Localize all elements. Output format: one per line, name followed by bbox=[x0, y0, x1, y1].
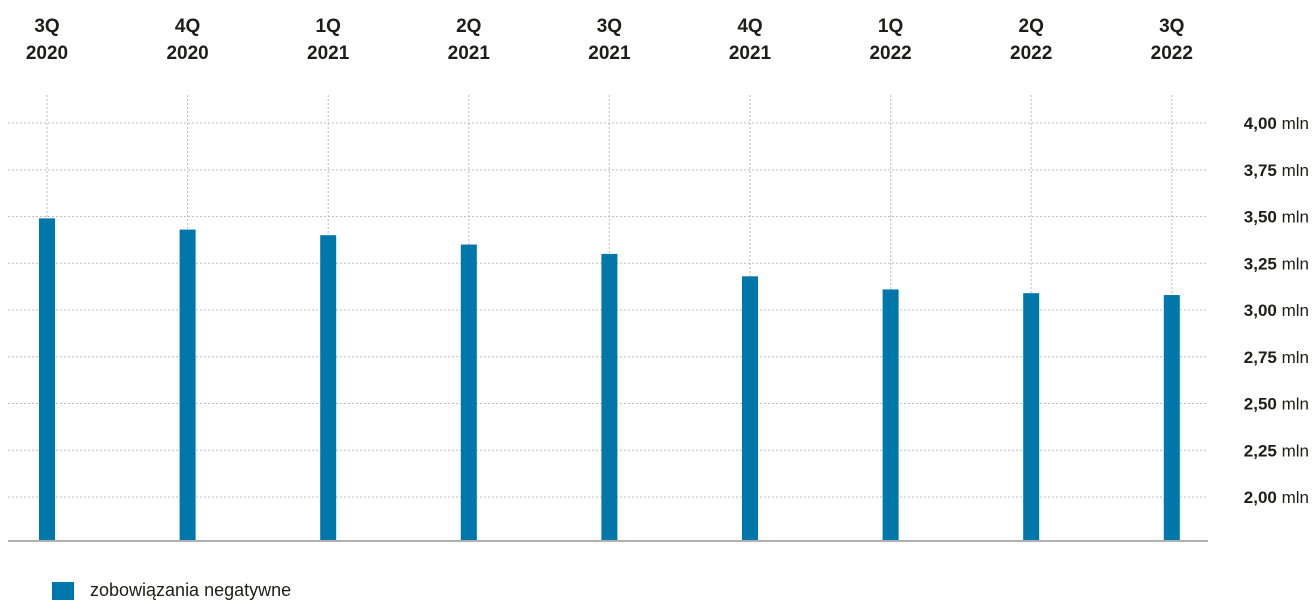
bar bbox=[1163, 295, 1180, 541]
category-label-quarter: 1Q bbox=[316, 16, 341, 37]
bar bbox=[601, 253, 618, 541]
y-tick-unit: mln bbox=[1277, 114, 1309, 133]
y-tick-unit: mln bbox=[1277, 208, 1309, 227]
y-tick-label: 4,00 mln bbox=[1244, 114, 1309, 133]
y-tick-value: 2,00 bbox=[1244, 488, 1277, 507]
bars bbox=[39, 218, 1180, 542]
category-label-quarter: 2Q bbox=[1019, 16, 1044, 37]
y-tick-unit: mln bbox=[1277, 348, 1309, 367]
bar bbox=[39, 218, 55, 541]
y-tick-label: 3,50 mln bbox=[1244, 208, 1309, 227]
y-tick-unit: mln bbox=[1277, 161, 1309, 180]
y-tick-label: 3,75 mln bbox=[1244, 161, 1309, 180]
y-tick-value: 2,25 bbox=[1244, 441, 1277, 460]
y-tick-label: 3,00 mln bbox=[1244, 301, 1309, 320]
category-label-quarter: 3Q bbox=[597, 16, 622, 37]
category-label-quarter: 2Q bbox=[456, 16, 481, 37]
y-tick-value: 3,00 bbox=[1244, 301, 1277, 320]
legend-label: zobowiązania negatywne bbox=[90, 580, 292, 600]
category-label-year: 2022 bbox=[869, 43, 911, 64]
category-label-year: 2020 bbox=[166, 43, 208, 64]
y-tick-label: 2,25 mln bbox=[1244, 441, 1309, 460]
y-tick-value: 2,50 bbox=[1244, 395, 1277, 414]
y-tick-unit: mln bbox=[1277, 488, 1309, 507]
y-tick-value: 3,50 bbox=[1244, 208, 1277, 227]
category-label-year: 2021 bbox=[448, 43, 491, 64]
y-tick-value: 3,75 bbox=[1244, 161, 1277, 180]
category-label-quarter: 1Q bbox=[878, 16, 903, 37]
category-label-year: 2022 bbox=[1151, 43, 1193, 64]
y-tick-unit: mln bbox=[1277, 254, 1309, 273]
category-label-year: 2021 bbox=[307, 43, 350, 64]
y-tick-unit: mln bbox=[1277, 441, 1309, 460]
bar bbox=[882, 289, 899, 541]
category-label-quarter: 4Q bbox=[175, 16, 200, 37]
legend: zobowiązania negatywne bbox=[52, 580, 291, 601]
category-labels: 3Q 2020 4Q 2020 1Q 2021 2Q 2021 3Q 2021 4Q 2021 1Q 20… bbox=[26, 16, 1193, 64]
legend-swatch bbox=[52, 581, 74, 600]
bar bbox=[1023, 293, 1040, 541]
bar bbox=[460, 244, 477, 542]
bar bbox=[320, 235, 337, 541]
bar bbox=[179, 229, 196, 541]
y-tick-value: 4,00 bbox=[1244, 114, 1277, 133]
y-tick-label: 2,00 mln bbox=[1244, 488, 1309, 507]
category-label-quarter: 3Q bbox=[34, 16, 59, 37]
y-tick-label: 2,75 mln bbox=[1244, 348, 1309, 367]
category-label-year: 2020 bbox=[26, 43, 68, 64]
category-label-year: 2021 bbox=[729, 43, 772, 64]
y-tick-value: 3,25 bbox=[1244, 254, 1277, 273]
y-tick-value: 2,75 bbox=[1244, 348, 1277, 367]
category-label-quarter: 4Q bbox=[737, 16, 762, 37]
category-label-quarter: 3Q bbox=[1159, 16, 1184, 37]
y-tick-unit: mln bbox=[1277, 301, 1309, 320]
category-label-year: 2021 bbox=[588, 43, 631, 64]
category-label-year: 2022 bbox=[1010, 43, 1052, 64]
y-tick-label: 2,50 mln bbox=[1244, 395, 1309, 414]
bar bbox=[742, 276, 758, 541]
y-tick-label: 3,25 mln bbox=[1244, 254, 1309, 273]
y-tick-unit: mln bbox=[1277, 395, 1309, 414]
